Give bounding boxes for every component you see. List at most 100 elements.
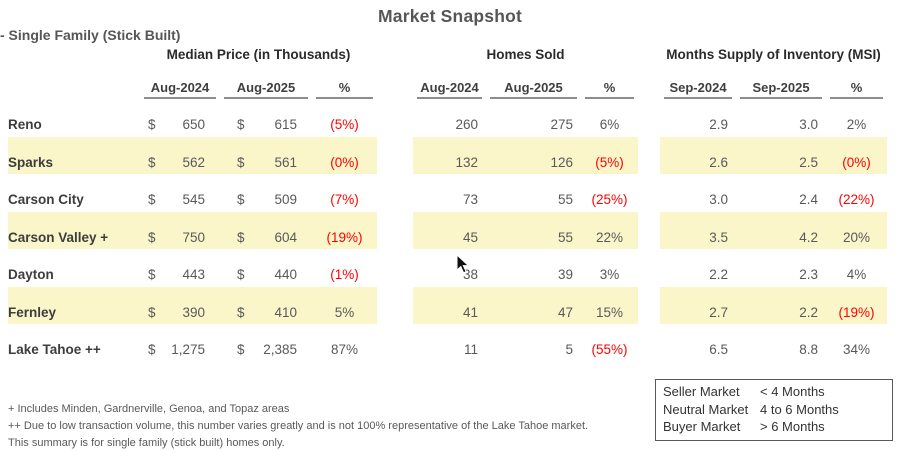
dollar-sign: $ [237, 304, 245, 320]
price-2024-cell: $750 [140, 211, 220, 249]
msi-2025-cell: 2.4 [799, 192, 818, 207]
homes-pct-cell: 3% [599, 267, 620, 282]
col-header-homes-aug2024: Aug-2024 [413, 62, 486, 99]
msi-pct-cell: 34% [842, 342, 871, 357]
title-main: Market Snapshot [378, 6, 522, 26]
msi-2024-cell: 3.5 [660, 211, 736, 249]
msi-pct-cell: (22%) [838, 192, 875, 207]
price-2024-cell: $650 [148, 117, 205, 132]
dollar-sign: $ [237, 154, 245, 170]
msi-2025-cell: 2.3 [799, 267, 818, 282]
homes-2024-cell: 41 [413, 286, 486, 324]
msi-pct-cell: 2% [846, 117, 867, 132]
table-row-dayton: Dayton $443 $440 (1%) 38 39 3% 2.2 2.3 4… [8, 249, 887, 287]
homes-2025-cell: 275 [550, 117, 573, 132]
legend-row-seller: Seller Market < 4 Months [663, 383, 888, 401]
region-label: Lake Tahoe ++ [8, 342, 101, 357]
col-header-msi-sep2025: Sep-2025 [736, 62, 826, 99]
region-label: Carson Valley + [8, 211, 140, 249]
col-header-price-pct: % [312, 62, 377, 99]
dollar-sign: $ [148, 117, 156, 132]
homes-2025-cell: 55 [557, 192, 573, 207]
homes-pct-cell: 22% [581, 211, 638, 249]
msi-2025-cell: 3.0 [799, 117, 818, 132]
price-2024-cell: $562 [140, 136, 220, 174]
msi-legend-box: Seller Market < 4 Months Neutral Market … [655, 379, 893, 441]
col-header-price-aug2024: Aug-2024 [140, 62, 220, 99]
price-pct-cell: 5% [312, 286, 377, 324]
dollar-sign: $ [148, 229, 156, 245]
price-pct-cell: (19%) [312, 211, 377, 249]
legend-label: Neutral Market [663, 401, 749, 417]
region-label: Dayton [8, 267, 54, 282]
region-label: Reno [8, 117, 42, 132]
homes-2025-cell: 126 [486, 136, 581, 174]
homes-2024-cell: 132 [413, 136, 486, 174]
table-row-sparks: Sparks $562 $561 (0%) 132 126 (5%) 2.6 2… [8, 136, 887, 174]
msi-2025-cell: 2.5 [736, 136, 826, 174]
title-sub: - Single Family (Stick Built) [0, 27, 181, 43]
msi-2024-cell: 3.0 [709, 192, 728, 207]
legend-value: 4 to 6 Months [760, 401, 839, 417]
legend-label: Seller Market [663, 384, 740, 399]
footnotes: + Includes Minden, Gardnerville, Genoa, … [8, 401, 588, 451]
homes-2024-cell: 260 [455, 117, 478, 132]
msi-pct-cell: (19%) [826, 286, 887, 324]
homes-pct-cell: 15% [581, 286, 638, 324]
price-2025-cell: $2,385 [237, 342, 297, 357]
col-header-homes-pct: % [581, 62, 638, 99]
price-2025-cell: $615 [237, 117, 297, 132]
homes-pct-cell: 6% [599, 117, 620, 132]
homes-2025-cell: 5 [565, 342, 573, 357]
price-2025-cell: $410 [220, 286, 312, 324]
dollar-sign: $ [148, 192, 156, 207]
homes-pct-cell: (5%) [581, 136, 638, 174]
col-header-msi-pct: % [826, 62, 887, 99]
group-header-row: Median Price (in Thousands) Homes Sold M… [8, 40, 887, 62]
dollar-sign: $ [237, 229, 245, 245]
price-pct-cell: (7%) [330, 192, 359, 207]
msi-2024-cell: 6.5 [709, 342, 728, 357]
col-header-msi-sep2024: Sep-2024 [660, 62, 736, 99]
footnote-summary: This summary is for single family (stick… [8, 437, 285, 449]
homes-2024-cell: 45 [413, 211, 486, 249]
dollar-sign: $ [148, 342, 156, 357]
msi-pct-cell: 20% [826, 211, 887, 249]
msi-pct-cell: (0%) [826, 136, 887, 174]
region-label: Carson City [8, 192, 84, 207]
msi-2024-cell: 2.2 [709, 267, 728, 282]
msi-2025-cell: 4.2 [736, 211, 826, 249]
price-2024-cell: $390 [140, 286, 220, 324]
col-header-homes-aug2025: Aug-2025 [486, 62, 581, 99]
region-label: Fernley [8, 286, 140, 324]
homes-2025-cell: 39 [557, 267, 573, 282]
dollar-sign: $ [148, 154, 156, 170]
homes-2024-cell: 38 [462, 267, 478, 282]
footnote-lake-tahoe: ++ Due to low transaction volume, this n… [8, 420, 589, 432]
price-2024-cell: $1,275 [148, 342, 205, 357]
dollar-sign: $ [237, 192, 245, 207]
price-pct-cell: (1%) [330, 267, 359, 282]
homes-2024-cell: 11 [463, 342, 478, 357]
table-row-fernley: Fernley $390 $410 5% 41 47 15% 2.7 2.2 (… [8, 286, 887, 324]
msi-pct-cell: 4% [846, 267, 867, 282]
group-header-msi: Months Supply of Inventory (MSI) [666, 47, 881, 62]
msi-2024-cell: 2.9 [709, 117, 728, 132]
homes-pct-cell: (25%) [591, 192, 628, 207]
group-header-median-price: Median Price (in Thousands) [166, 47, 351, 62]
homes-2025-cell: 47 [486, 286, 581, 324]
table-row-carson-city: Carson City $545 $509 (7%) 73 55 (25%) 3… [8, 174, 887, 212]
price-2024-cell: $443 [148, 267, 205, 282]
legend-label: Buyer Market [663, 419, 741, 434]
dollar-sign: $ [237, 267, 245, 282]
msi-2024-cell: 2.6 [660, 136, 736, 174]
price-2025-cell: $440 [237, 267, 297, 282]
group-header-homes-sold: Homes Sold [486, 47, 565, 62]
msi-2025-cell: 8.8 [799, 342, 818, 357]
column-header-row: Aug-2024 Aug-2025 % Aug-2024 Aug-2025 % … [8, 62, 887, 99]
price-pct-cell: (0%) [312, 136, 377, 174]
price-2024-cell: $545 [148, 192, 205, 207]
footnote-minden: + Includes Minden, Gardnerville, Genoa, … [8, 403, 290, 415]
table-row-carson-valley: Carson Valley + $750 $604 (19%) 45 55 22… [8, 211, 887, 249]
homes-pct-cell: (55%) [591, 342, 628, 357]
